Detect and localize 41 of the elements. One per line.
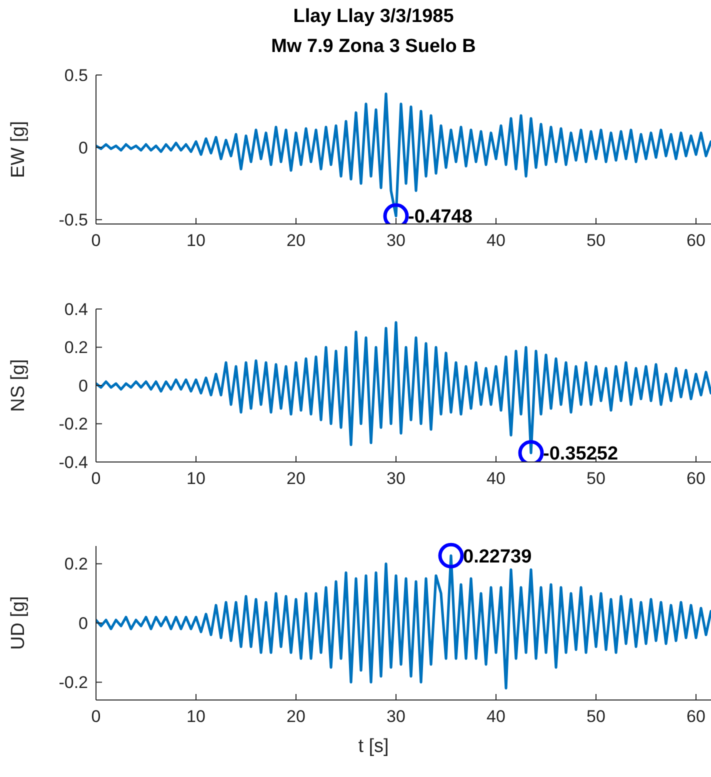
x-tick-label: 20: [286, 707, 306, 726]
x-tick-label: 0: [91, 469, 101, 488]
data-label: -0.35252: [543, 444, 618, 465]
x-tick-label: 30: [386, 231, 406, 250]
x-tick-label: 20: [286, 231, 306, 250]
y-tick-label: 0.5: [64, 66, 88, 85]
data-label: 0.22739: [463, 546, 532, 568]
x-tick-label: 30: [386, 469, 406, 488]
y-tick-label: 0.2: [64, 338, 88, 358]
y-tick-label: 0.2: [64, 554, 88, 574]
y-tick-label: 0: [78, 376, 88, 396]
x-tick-label: 20: [286, 469, 306, 488]
chart-title: Llay Llay 3/3/1985: [293, 6, 454, 27]
y-axis-title: UD [g]: [8, 596, 29, 650]
y-tick-label: -0.2: [58, 414, 88, 434]
x-tick-label: 60: [686, 707, 706, 726]
x-tick-label: 40: [486, 707, 506, 726]
y-tick-label: -0.5: [58, 210, 88, 230]
y-tick-label: -0.4: [58, 452, 88, 472]
x-tick-label: 50: [586, 231, 606, 250]
x-tick-label: 30: [386, 707, 406, 726]
x-tick-label: 10: [186, 231, 206, 250]
y-axis-title: EW [g]: [8, 120, 29, 178]
y-tick-label: 0: [78, 614, 88, 633]
y-tick-label: 0.4: [64, 300, 88, 319]
x-tick-label: 50: [586, 707, 606, 726]
x-tick-label: 40: [486, 231, 506, 250]
x-tick-label: 10: [186, 469, 206, 488]
x-tick-label: 60: [686, 231, 706, 250]
y-tick-label: -0.2: [58, 673, 88, 692]
x-axis-title: t [s]: [358, 736, 389, 757]
data-label: -0.4748: [408, 206, 472, 228]
y-axis-title: NS [g]: [8, 359, 29, 412]
x-tick-label: 0: [91, 231, 101, 250]
x-tick-label: 10: [186, 707, 206, 726]
x-tick-label: 50: [586, 469, 606, 488]
x-tick-label: 60: [686, 469, 706, 488]
x-tick-label: 40: [486, 469, 506, 488]
chart-subtitle: Mw 7.9 Zona 3 Suelo B: [271, 36, 476, 57]
x-tick-label: 0: [91, 707, 101, 726]
y-tick-label: 0: [78, 138, 88, 158]
